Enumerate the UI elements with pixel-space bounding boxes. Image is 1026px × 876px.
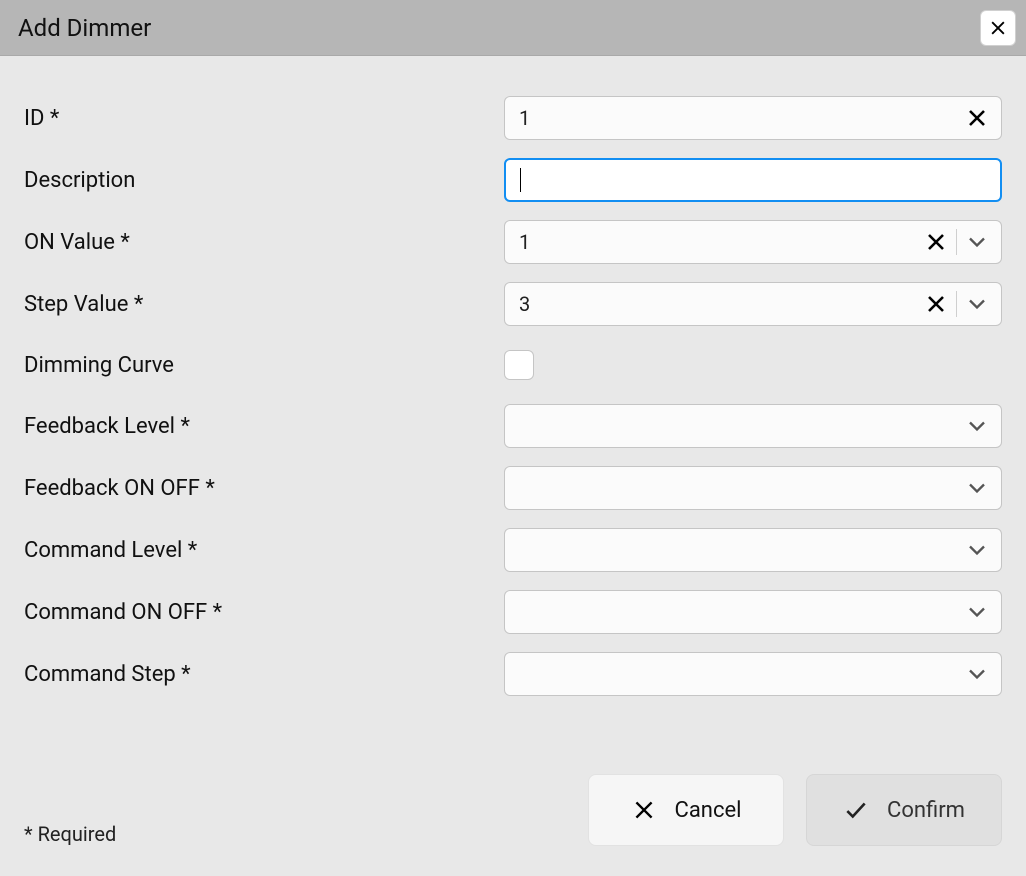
on-value-value: 1	[519, 230, 922, 254]
feedback-onoff-select[interactable]	[504, 466, 1002, 510]
chevron-down-icon	[963, 474, 991, 502]
dimming-curve-checkbox[interactable]	[504, 350, 534, 380]
chevron-down-icon	[963, 536, 991, 564]
row-description: Description	[24, 158, 1002, 202]
id-value: 1	[519, 106, 963, 130]
command-level-dropdown-button[interactable]	[963, 536, 991, 564]
row-feedback-level: Feedback Level *	[24, 404, 1002, 448]
button-row: Cancel Confirm	[588, 774, 1002, 846]
separator	[956, 229, 957, 255]
cancel-icon	[631, 797, 657, 823]
dialog-titlebar: Add Dimmer	[0, 0, 1026, 56]
step-value-combobox[interactable]: 3	[504, 282, 1002, 326]
label-on-value: ON Value *	[24, 230, 504, 255]
id-clear-button[interactable]	[963, 104, 991, 132]
confirm-label: Confirm	[887, 798, 965, 823]
chevron-down-icon	[963, 412, 991, 440]
command-level-select[interactable]	[504, 528, 1002, 572]
on-value-clear-button[interactable]	[922, 228, 950, 256]
chevron-down-icon	[963, 228, 991, 256]
dialog-body: ID * 1 Description	[0, 56, 1026, 876]
row-command-onoff: Command ON OFF *	[24, 590, 1002, 634]
label-command-onoff: Command ON OFF *	[24, 600, 504, 625]
row-on-value: ON Value * 1	[24, 220, 1002, 264]
command-step-dropdown-button[interactable]	[963, 660, 991, 688]
chevron-down-icon	[963, 598, 991, 626]
feedback-level-dropdown-button[interactable]	[963, 412, 991, 440]
label-description: Description	[24, 168, 504, 193]
chevron-down-icon	[963, 290, 991, 318]
row-id: ID * 1	[24, 96, 1002, 140]
chevron-down-icon	[963, 660, 991, 688]
required-note: * Required	[24, 822, 116, 846]
row-step-value: Step Value * 3	[24, 282, 1002, 326]
row-command-step: Command Step *	[24, 652, 1002, 696]
label-id: ID *	[24, 106, 504, 131]
cancel-label: Cancel	[675, 798, 742, 823]
separator	[956, 291, 957, 317]
close-button[interactable]	[980, 10, 1016, 46]
feedback-level-select[interactable]	[504, 404, 1002, 448]
label-feedback-onoff: Feedback ON OFF *	[24, 476, 504, 501]
confirm-button[interactable]: Confirm	[806, 774, 1002, 846]
close-icon	[988, 18, 1008, 38]
on-value-combobox[interactable]: 1	[504, 220, 1002, 264]
step-value-clear-button[interactable]	[922, 290, 950, 318]
clear-icon	[922, 290, 950, 318]
step-value-value: 3	[519, 292, 922, 316]
form: ID * 1 Description	[24, 96, 1002, 734]
feedback-onoff-dropdown-button[interactable]	[963, 474, 991, 502]
label-command-level: Command Level *	[24, 538, 504, 563]
on-value-dropdown-button[interactable]	[963, 228, 991, 256]
label-step-value: Step Value *	[24, 292, 504, 317]
label-command-step: Command Step *	[24, 662, 504, 687]
dialog-title: Add Dimmer	[18, 14, 151, 42]
dialog-footer: * Required Cancel Confirm	[24, 734, 1002, 856]
clear-icon	[922, 228, 950, 256]
row-feedback-onoff: Feedback ON OFF *	[24, 466, 1002, 510]
description-input[interactable]	[504, 158, 1002, 202]
row-dimming-curve: Dimming Curve	[24, 344, 1002, 386]
cancel-button[interactable]: Cancel	[588, 774, 784, 846]
command-onoff-dropdown-button[interactable]	[963, 598, 991, 626]
step-value-dropdown-button[interactable]	[963, 290, 991, 318]
row-command-level: Command Level *	[24, 528, 1002, 572]
label-dimming-curve: Dimming Curve	[24, 353, 504, 378]
clear-icon	[963, 104, 991, 132]
command-onoff-select[interactable]	[504, 590, 1002, 634]
check-icon	[843, 797, 869, 823]
command-step-select[interactable]	[504, 652, 1002, 696]
text-caret	[520, 168, 521, 192]
id-input[interactable]: 1	[504, 96, 1002, 140]
add-dimmer-dialog: Add Dimmer ID * 1	[0, 0, 1026, 876]
label-feedback-level: Feedback Level *	[24, 414, 504, 439]
